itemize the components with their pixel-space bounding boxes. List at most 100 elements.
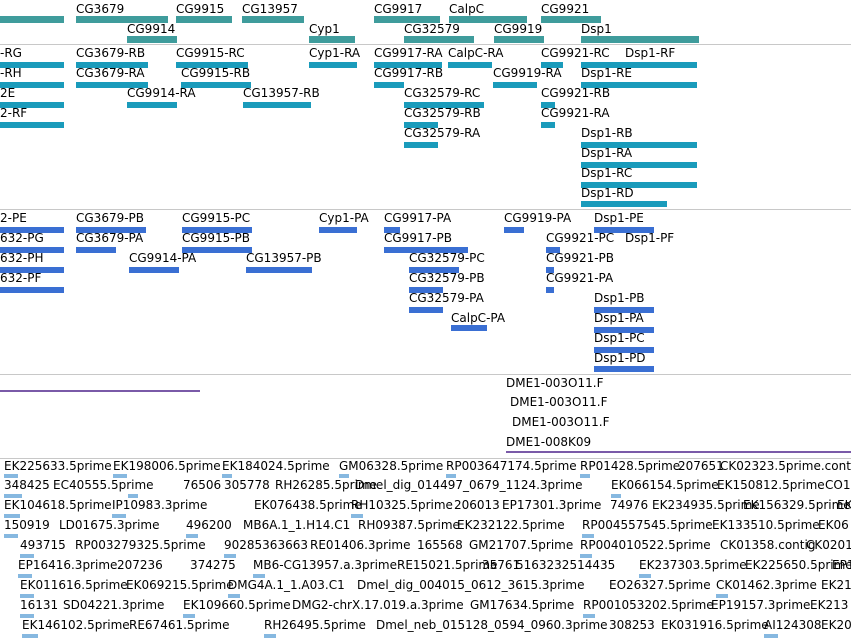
est-feature[interactable] (112, 514, 126, 518)
transcript-label[interactable]: CG9921-RB (541, 86, 611, 100)
est-label[interactable]: SD04221.3prime (63, 598, 165, 612)
est-label[interactable]: 206013 (454, 498, 500, 512)
est-label[interactable]: EK (837, 498, 851, 512)
est-label[interactable]: EK06 (818, 518, 849, 532)
est-label[interactable]: EK156329.5prime (743, 498, 851, 512)
est-feature[interactable] (583, 614, 595, 618)
est-label[interactable]: EP19157.3prime (711, 598, 811, 612)
transcript-bar[interactable] (181, 82, 251, 88)
gene-label[interactable]: CG9917 (374, 2, 423, 16)
est-feature[interactable] (20, 614, 34, 618)
est-feature[interactable] (22, 634, 38, 638)
est-label[interactable]: CK02323.5prime.contig (720, 459, 851, 473)
est-label[interactable]: RP01428.5prime (580, 459, 681, 473)
gene-label[interactable]: CG9915 (176, 2, 225, 16)
est-label[interactable]: EK184024.5prime (222, 459, 330, 473)
est-label[interactable]: RE01406.3prime (310, 538, 411, 552)
est-label[interactable]: EK198006.5prime (113, 459, 221, 473)
est-feature[interactable] (264, 634, 276, 638)
est-label[interactable]: RP001053202.5prime (583, 598, 714, 612)
transcript-bar[interactable] (127, 102, 177, 108)
est-label[interactable]: EK213 (810, 598, 849, 612)
est-feature[interactable] (339, 474, 349, 478)
transcript-label[interactable]: CG32579-PA (409, 291, 484, 305)
transcript-bar[interactable] (451, 325, 487, 331)
transcript-label[interactable]: 2-RF (0, 106, 28, 120)
transcript-bar[interactable] (0, 287, 64, 293)
est-label[interactable]: MB6-CG13957.a.3prime (253, 558, 397, 572)
est-label[interactable]: CK01462.3prime (716, 578, 817, 592)
gene-bar[interactable] (76, 16, 168, 23)
transcript-bar[interactable] (76, 247, 116, 253)
transcript-label[interactable]: CG13957-PB (246, 251, 322, 265)
est-label[interactable]: EK031916.5prime (661, 618, 769, 632)
transcript-bar[interactable] (594, 307, 654, 313)
transcript-label[interactable]: Dsp1-PC (594, 331, 645, 345)
transcript-bar[interactable] (0, 122, 64, 128)
est-label[interactable]: RE15021.5prime (397, 558, 498, 572)
transcript-bar[interactable] (76, 82, 148, 88)
transcript-bar[interactable] (448, 62, 492, 68)
transcript-bar[interactable] (0, 227, 64, 233)
transcript-label[interactable]: CG9917-PA (384, 211, 452, 225)
est-label[interactable]: CK0201 (806, 538, 851, 552)
transcript-bar[interactable] (243, 102, 311, 108)
est-label[interactable]: EP13 (832, 558, 851, 572)
gene-label[interactable]: Dsp1 (581, 22, 612, 36)
transcript-label[interactable]: CG9921-PB (546, 251, 615, 265)
transcript-bar[interactable] (546, 267, 554, 273)
est-feature[interactable] (611, 494, 621, 498)
est-label[interactable]: EP17301.3prime (502, 498, 602, 512)
est-label[interactable]: Dmel_dig_014497_0679_1124.3prime (355, 478, 583, 492)
transcript-label[interactable]: CG3679-RB (76, 46, 146, 60)
est-label[interactable]: 76506 (183, 478, 222, 492)
est-label[interactable]: 150919 (4, 518, 50, 532)
est-label[interactable]: RH09387.5prime (358, 518, 460, 532)
est-label[interactable]: RH26495.5prime (264, 618, 366, 632)
transcript-label[interactable]: CalpC-RA (448, 46, 504, 60)
transcript-label[interactable]: CG13957-RB (243, 86, 320, 100)
est-label[interactable]: Dmel_neb_015128_0594_0960.3prime (376, 618, 608, 632)
est-label[interactable]: EK109660.5prime (183, 598, 291, 612)
est-feature[interactable] (4, 534, 18, 538)
est-label[interactable]: 207651 (678, 459, 724, 473)
transcript-label[interactable]: Dsp1-PE (594, 211, 644, 225)
est-label[interactable]: EC40555.5prime (53, 478, 154, 492)
est-label[interactable]: 165568 (417, 538, 463, 552)
transcript-bar[interactable] (129, 267, 179, 273)
transcript-bar[interactable] (493, 82, 537, 88)
transcript-label[interactable]: CG32579-RB (404, 106, 481, 120)
est-label[interactable]: EK234935.5prime (652, 498, 760, 512)
transcript-label[interactable]: CG3679-RA (76, 66, 145, 80)
est-feature[interactable] (764, 634, 778, 638)
transcript-label[interactable]: Dsp1-RB (581, 126, 633, 140)
gene-bar[interactable] (449, 16, 527, 23)
est-label[interactable]: EP16416.3prime (18, 558, 118, 572)
est-label[interactable]: RP004010522.5prime (580, 538, 711, 552)
est-label[interactable]: DMG2-chrX.17.019.a.3prime (292, 598, 464, 612)
transcript-label[interactable]: Dsp1-RE (581, 66, 632, 80)
transcript-label[interactable]: Dsp1-PD (594, 351, 646, 365)
est-label[interactable]: RE67461.5prime (129, 618, 230, 632)
transcript-bar[interactable] (182, 227, 252, 233)
transcript-bar[interactable] (182, 247, 252, 253)
gene-bar[interactable] (176, 16, 232, 23)
gene-label[interactable]: CG3679 (76, 2, 125, 16)
est-label[interactable]: EK104618.5prime (4, 498, 112, 512)
transcript-bar[interactable] (374, 62, 442, 68)
est-label[interactable]: EK076438.5prime (254, 498, 362, 512)
transcript-bar[interactable] (541, 62, 563, 68)
gene-bar[interactable] (242, 16, 304, 23)
est-label[interactable]: GM06328.5prime (339, 459, 444, 473)
transcript-bar[interactable] (0, 82, 64, 88)
est-label[interactable]: DMG4A.1_1.A03.C1 (228, 578, 345, 592)
transcript-label[interactable]: 632-PG (0, 231, 44, 245)
est-feature[interactable] (580, 554, 592, 558)
gene-label[interactable]: CG13957 (242, 2, 298, 16)
est-label[interactable]: IP10983.3prime (112, 498, 208, 512)
est-label[interactable]: EK2138 (821, 578, 851, 592)
est-label[interactable]: 374275 (190, 558, 236, 572)
transcript-label[interactable]: CG32579-PC (409, 251, 485, 265)
transcript-label[interactable]: CG9915-RB (181, 66, 251, 80)
est-label[interactable]: RP004557545.5prime (582, 518, 713, 532)
